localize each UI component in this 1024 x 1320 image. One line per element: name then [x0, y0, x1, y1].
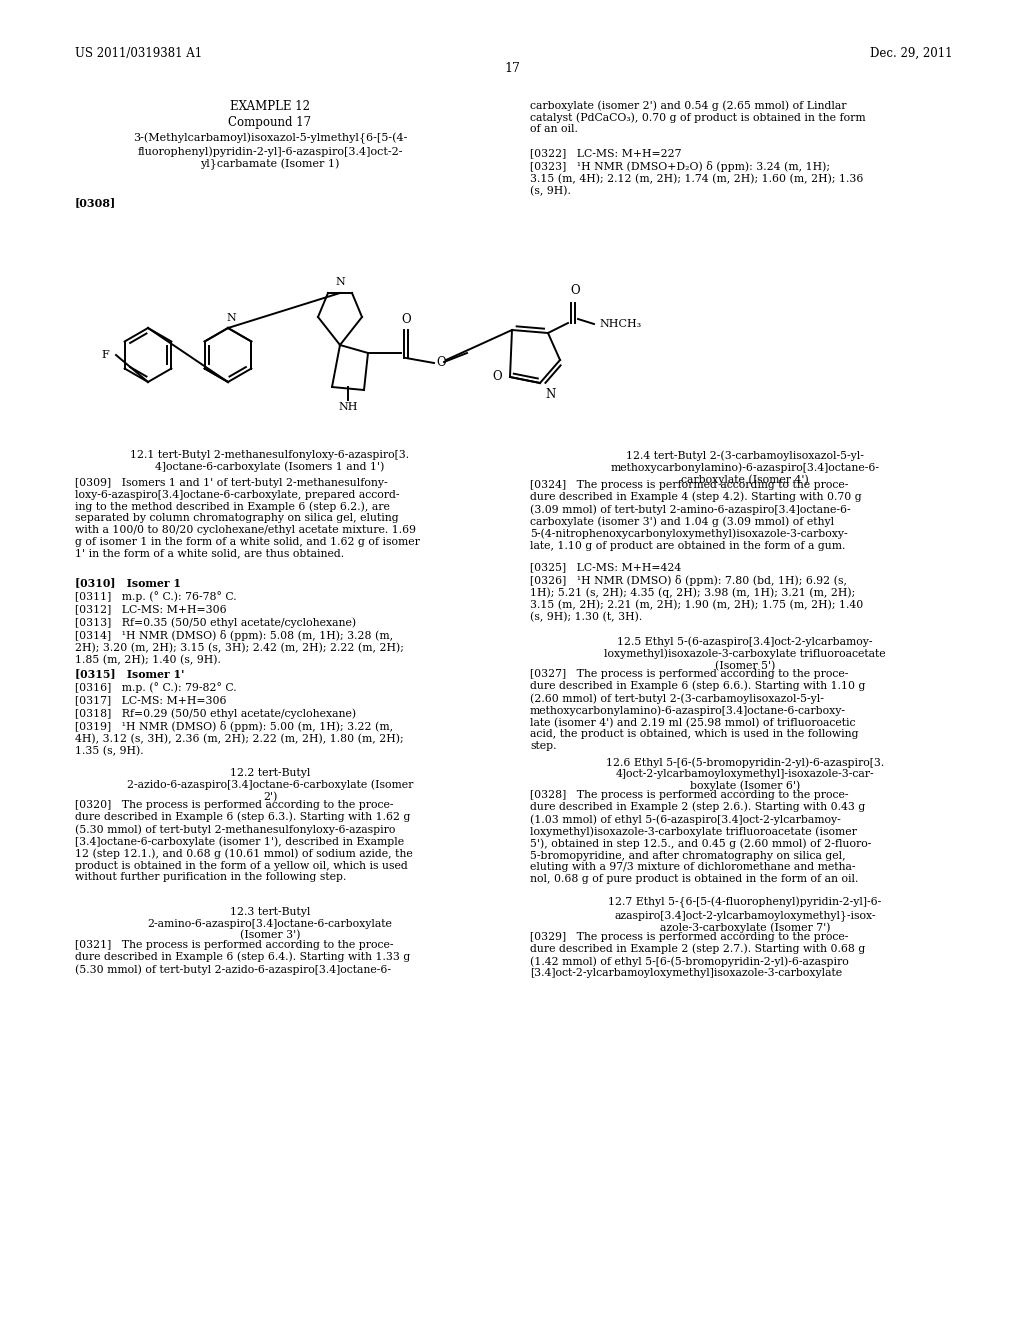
Text: EXAMPLE 12: EXAMPLE 12 — [230, 100, 310, 114]
Text: [0312]   LC-MS: M+H=306: [0312] LC-MS: M+H=306 — [75, 605, 226, 614]
Text: NHCH₃: NHCH₃ — [599, 319, 641, 329]
Text: [0314]   ¹H NMR (DMSO) δ (ppm): 5.08 (m, 1H); 3.28 (m,
2H); 3.20 (m, 2H); 3.15 (: [0314] ¹H NMR (DMSO) δ (ppm): 5.08 (m, 1… — [75, 630, 403, 665]
Text: [0329]   The process is performed according to the proce-
dure described in Exam: [0329] The process is performed accordin… — [530, 932, 865, 978]
Text: [0317]   LC-MS: M+H=306: [0317] LC-MS: M+H=306 — [75, 696, 226, 705]
Text: [0327]   The process is performed according to the proce-
dure described in Exam: [0327] The process is performed accordin… — [530, 669, 865, 751]
Text: [0328]   The process is performed according to the proce-
dure described in Exam: [0328] The process is performed accordin… — [530, 789, 871, 884]
Text: N: N — [545, 388, 555, 401]
Text: [0322]   LC-MS: M+H=227: [0322] LC-MS: M+H=227 — [530, 148, 682, 158]
Text: 12.7 Ethyl 5-{6-[5-(4-fluorophenyl)pyridin-2-yl]-6-
azaspiro[3.4]oct-2-ylcarbamo: 12.7 Ethyl 5-{6-[5-(4-fluorophenyl)pyrid… — [608, 898, 882, 933]
Text: Dec. 29, 2011: Dec. 29, 2011 — [869, 48, 952, 59]
Text: [0326]   ¹H NMR (DMSO) δ (ppm): 7.80 (bd, 1H); 6.92 (s,
1H); 5.21 (s, 2H); 4.35 : [0326] ¹H NMR (DMSO) δ (ppm): 7.80 (bd, … — [530, 576, 863, 622]
Text: O: O — [401, 313, 411, 326]
Text: [0325]   LC-MS: M+H=424: [0325] LC-MS: M+H=424 — [530, 562, 681, 572]
Text: [0324]   The process is performed according to the proce-
dure described in Exam: [0324] The process is performed accordin… — [530, 480, 861, 550]
Text: 12.3 tert-Butyl
2-amino-6-azaspiro[3.4]octane-6-carboxylate
(Isomer 3'): 12.3 tert-Butyl 2-amino-6-azaspiro[3.4]o… — [147, 907, 392, 941]
Text: 12.6 Ethyl 5-[6-(5-bromopyridin-2-yl)-6-azaspiro[3.
4]oct-2-ylcarbamoyloxymethyl: 12.6 Ethyl 5-[6-(5-bromopyridin-2-yl)-6-… — [606, 756, 884, 792]
Text: [0319]   ¹H NMR (DMSO) δ (ppm): 5.00 (m, 1H); 3.22 (m,
4H), 3.12 (s, 3H), 2.36 (: [0319] ¹H NMR (DMSO) δ (ppm): 5.00 (m, 1… — [75, 721, 403, 756]
Text: 12.1 tert-Butyl 2-methanesulfonyloxy-6-azaspiro[3.
4]octane-6-carboxylate (Isome: 12.1 tert-Butyl 2-methanesulfonyloxy-6-a… — [130, 450, 410, 473]
Text: [0311]   m.p. (° C.): 76-78° C.: [0311] m.p. (° C.): 76-78° C. — [75, 591, 237, 602]
Text: O: O — [436, 356, 445, 370]
Text: 12.2 tert-Butyl
2-azido-6-azaspiro[3.4]octane-6-carboxylate (Isomer
2'): 12.2 tert-Butyl 2-azido-6-azaspiro[3.4]o… — [127, 768, 414, 803]
Text: [0323]   ¹H NMR (DMSO+D₂O) δ (ppm): 3.24 (m, 1H);
3.15 (m, 4H); 2.12 (m, 2H); 1.: [0323] ¹H NMR (DMSO+D₂O) δ (ppm): 3.24 (… — [530, 161, 863, 197]
Text: Compound 17: Compound 17 — [228, 116, 311, 129]
Text: [0310]   Isomer 1: [0310] Isomer 1 — [75, 577, 181, 587]
Text: [0309]   Isomers 1 and 1' of tert-butyl 2-methanesulfony-
loxy-6-azaspiro[3.4]oc: [0309] Isomers 1 and 1' of tert-butyl 2-… — [75, 478, 420, 558]
Text: O: O — [493, 371, 502, 384]
Text: N: N — [226, 313, 236, 323]
Text: [0313]   Rf=0.35 (50/50 ethyl acetate/cyclohexane): [0313] Rf=0.35 (50/50 ethyl acetate/cycl… — [75, 616, 356, 627]
Text: US 2011/0319381 A1: US 2011/0319381 A1 — [75, 48, 202, 59]
Text: 12.5 Ethyl 5-(6-azaspiro[3.4]oct-2-ylcarbamoy-
loxymethyl)isoxazole-3-carboxylat: 12.5 Ethyl 5-(6-azaspiro[3.4]oct-2-ylcar… — [604, 636, 886, 671]
Text: 17: 17 — [504, 62, 520, 75]
Text: O: O — [570, 284, 580, 297]
Text: 3-(Methylcarbamoyl)isoxazol-5-ylmethyl{6-[5-(4-
fluorophenyl)pyridin-2-yl]-6-aza: 3-(Methylcarbamoyl)isoxazol-5-ylmethyl{6… — [133, 133, 408, 170]
Text: [0321]   The process is performed according to the proce-
dure described in Exam: [0321] The process is performed accordin… — [75, 940, 411, 974]
Text: [0308]: [0308] — [75, 197, 117, 209]
Text: [0316]   m.p. (° C.): 79-82° C.: [0316] m.p. (° C.): 79-82° C. — [75, 682, 237, 693]
Text: NH: NH — [338, 403, 357, 412]
Text: [0318]   Rf=0.29 (50/50 ethyl acetate/cyclohexane): [0318] Rf=0.29 (50/50 ethyl acetate/cycl… — [75, 708, 356, 718]
Text: F: F — [101, 350, 109, 360]
Text: [0320]   The process is performed according to the proce-
dure described in Exam: [0320] The process is performed accordin… — [75, 800, 413, 882]
Text: [0315]   Isomer 1': [0315] Isomer 1' — [75, 668, 184, 678]
Text: carboxylate (isomer 2') and 0.54 g (2.65 mmol) of Lindlar
catalyst (PdCaCO₃), 0.: carboxylate (isomer 2') and 0.54 g (2.65… — [530, 100, 865, 135]
Text: 12.4 tert-Butyl 2-(3-carbamoylisoxazol-5-yl-
methoxycarbonylamino)-6-azaspiro[3.: 12.4 tert-Butyl 2-(3-carbamoylisoxazol-5… — [610, 450, 880, 486]
Text: N: N — [335, 277, 345, 286]
